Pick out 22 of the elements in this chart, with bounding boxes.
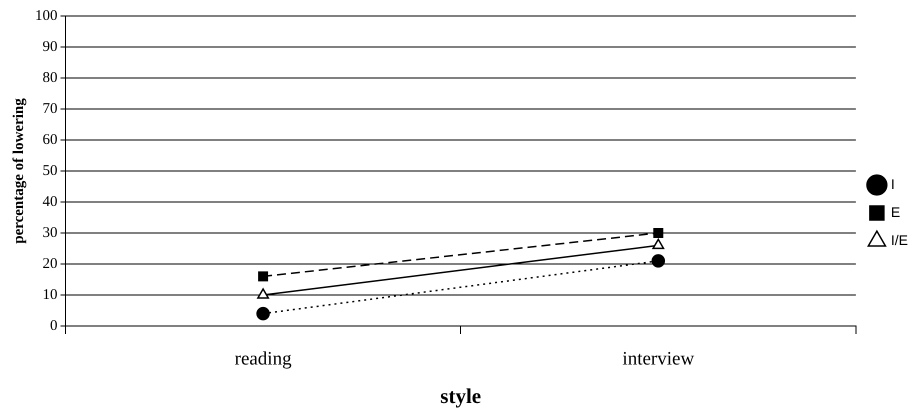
y-tick-label: 60 (42, 132, 58, 148)
x-tick-label: interview (622, 348, 694, 370)
point (258, 271, 268, 282)
y-tick-label: 40 (42, 194, 58, 210)
y-tick-label: 70 (42, 100, 58, 117)
point (652, 254, 666, 268)
point (256, 306, 270, 320)
y-tick-label: 10 (42, 286, 58, 303)
point (653, 228, 664, 238)
x-tick-label: reading (234, 348, 292, 370)
y-tick-label: 90 (42, 38, 58, 55)
legend-label: I/E (890, 232, 908, 248)
y-axis-title: percentage of lowering (10, 98, 27, 244)
y-tick-label: 80 (42, 70, 58, 86)
y-tick-label: 50 (42, 162, 58, 179)
y-tick-label: 30 (42, 224, 58, 241)
x-axis-title: style (440, 384, 482, 408)
legend-label: I (890, 176, 895, 192)
y-tick-label: 0 (50, 318, 58, 334)
legend-label: E (890, 204, 900, 220)
y-tick-label: 100 (35, 8, 58, 24)
y-tick-label: 20 (42, 256, 58, 272)
